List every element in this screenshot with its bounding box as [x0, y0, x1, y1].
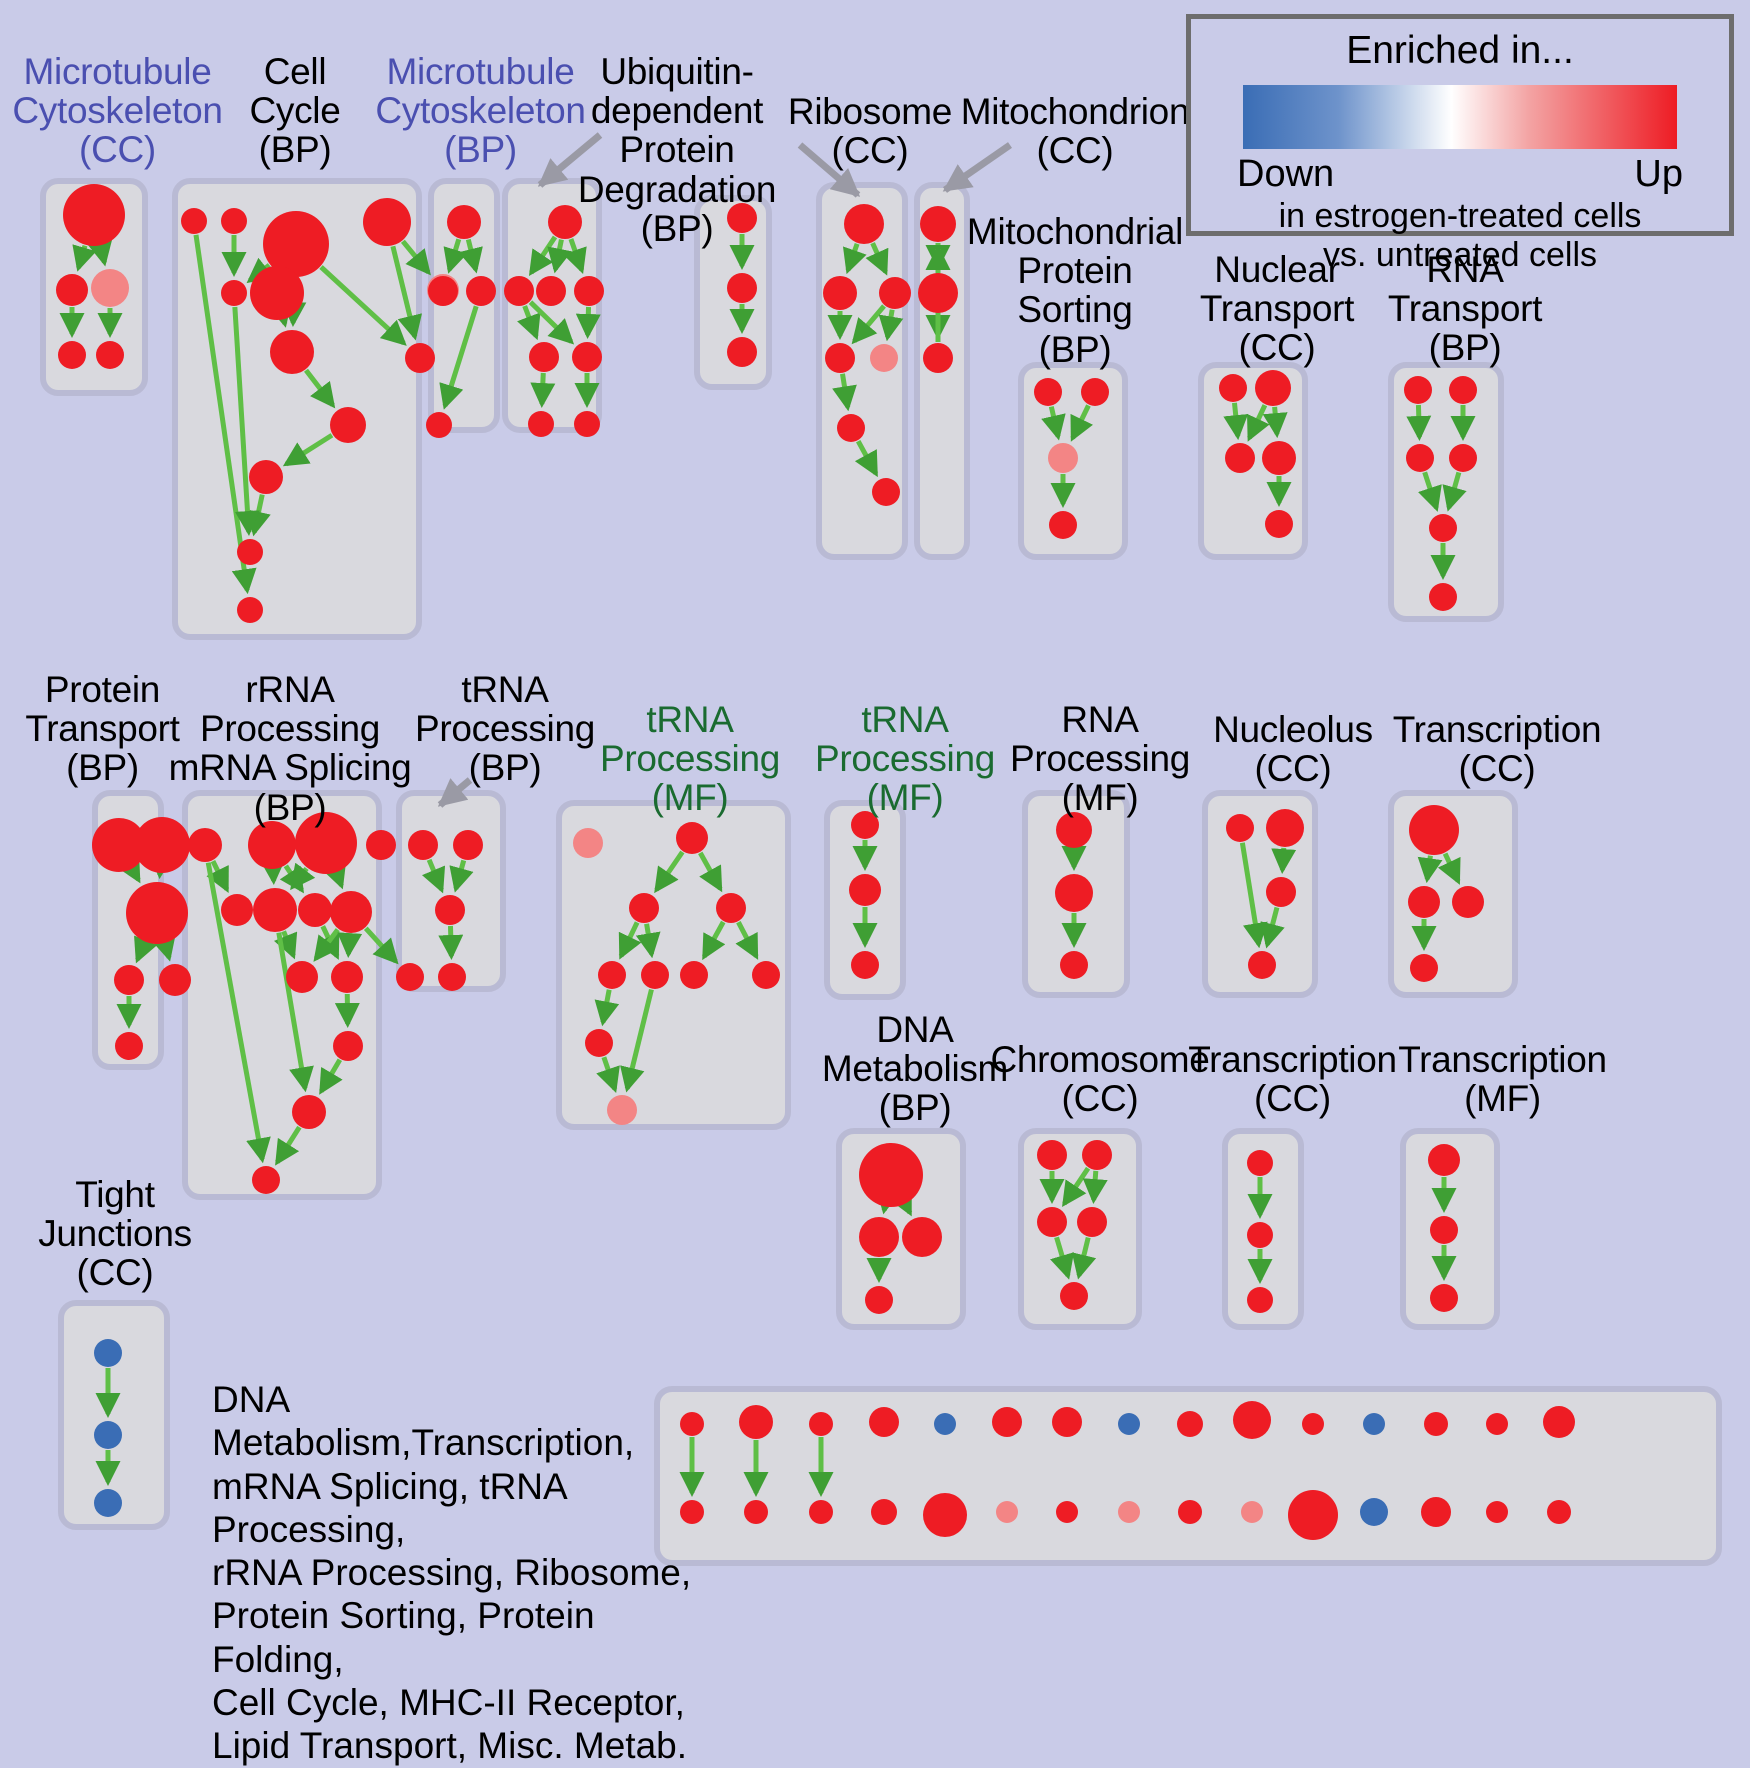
cluster-box-tight-junctions-cc[interactable]: [58, 1300, 170, 1530]
cluster-label-microtubule-cytoskeleton-bp: Microtubule Cytoskeleton (BP): [373, 52, 588, 170]
cluster-box-cell-cycle-bp[interactable]: [172, 178, 422, 640]
cluster-label-microtubule-cytoskeleton-cc: Microtubule Cytoskeleton (CC): [10, 52, 225, 170]
legend-low-label: Down: [1237, 153, 1334, 196]
cluster-box-microtubule-cytoskeleton-bp[interactable]: [428, 178, 500, 433]
cluster-label-trna-processing-mf-1: tRNA Processing (MF): [600, 700, 780, 818]
cluster-box-mitochondrial-protein-sorting-bp[interactable]: [1018, 362, 1128, 560]
cluster-label-transcription-cc-top: Transcription (CC): [1382, 710, 1612, 788]
cluster-box-rrna-processing-mrna-splicing-bp[interactable]: [182, 790, 382, 1200]
cluster-box-trna-processing-mf-2[interactable]: [824, 800, 906, 1000]
misc-categories-text: DNA Metabolism,Transcription, mRNA Splic…: [212, 1378, 712, 1768]
cluster-box-rna-processing-mf[interactable]: [1022, 790, 1130, 998]
cluster-box-chromosome-cc[interactable]: [1018, 1128, 1142, 1330]
cluster-label-ubiquitin-protein-degradation-bp: Ubiquitin- dependent Protein Degradation…: [562, 52, 792, 248]
cluster-box-rna-transport-bp[interactable]: [1388, 362, 1504, 622]
cluster-label-mitochondrion-cc: Mitochondrion (CC): [950, 92, 1200, 170]
cluster-label-cell-cycle-bp: Cell Cycle (BP): [210, 52, 380, 170]
legend-caption-line-1: in estrogen-treated cells: [1191, 198, 1729, 235]
cluster-box-transcription-mf[interactable]: [1400, 1128, 1500, 1330]
cluster-label-transcription-cc-bottom: Transcription (CC): [1180, 1040, 1405, 1118]
legend-color-bar: [1243, 85, 1677, 149]
cluster-label-rna-processing-mf: RNA Processing (MF): [1010, 700, 1190, 818]
cluster-label-trna-processing-mf-2: tRNA Processing (MF): [815, 700, 995, 818]
cluster-box-protein-transport-bp[interactable]: [92, 790, 164, 1070]
cluster-box-dna-metabolism-bp[interactable]: [836, 1128, 966, 1330]
cluster-label-tight-junctions-cc: Tight Junctions (CC): [25, 1175, 205, 1293]
cluster-box-nuclear-transport-cc[interactable]: [1198, 362, 1308, 560]
legend-title: Enriched in...: [1191, 29, 1729, 73]
cluster-label-transcription-mf: Transcription (MF): [1390, 1040, 1615, 1118]
edge-a2-to-a4: [165, 944, 169, 958]
cluster-box-microtubule-cytoskeleton-cc[interactable]: [40, 178, 148, 396]
legend-high-label: Up: [1634, 153, 1683, 196]
cluster-label-trna-processing-bp: tRNA Processing (BP): [415, 670, 595, 788]
legend-caption-line-2: vs. untreated cells: [1191, 237, 1729, 274]
cluster-label-rrna-mrna-splicing-bp: rRNA Processing mRNA Splicing (BP): [160, 670, 420, 827]
cluster-box-transcription-cc-bottom[interactable]: [1222, 1128, 1304, 1330]
cluster-box-misc-singleton-strip[interactable]: [654, 1386, 1722, 1566]
figure-canvas: Microtubule Cytoskeleton (CC)Cell Cycle …: [0, 0, 1750, 1715]
cluster-label-ribosome-cc: Ribosome (CC): [770, 92, 970, 170]
cluster-box-trna-processing-mf-1[interactable]: [556, 800, 791, 1130]
cluster-box-nucleolus-cc[interactable]: [1202, 790, 1318, 998]
cluster-label-nucleolus-cc: Nucleolus (CC): [1198, 710, 1388, 788]
cluster-box-ribosome-cc[interactable]: [816, 182, 908, 560]
cluster-box-transcription-cc-top[interactable]: [1388, 790, 1518, 998]
legend-panel: Enriched in... Down Up in estrogen-treat…: [1186, 14, 1734, 236]
cluster-label-mitochondrial-protein-sorting-bp: Mitochondrial Protein Sorting (BP): [960, 212, 1190, 369]
